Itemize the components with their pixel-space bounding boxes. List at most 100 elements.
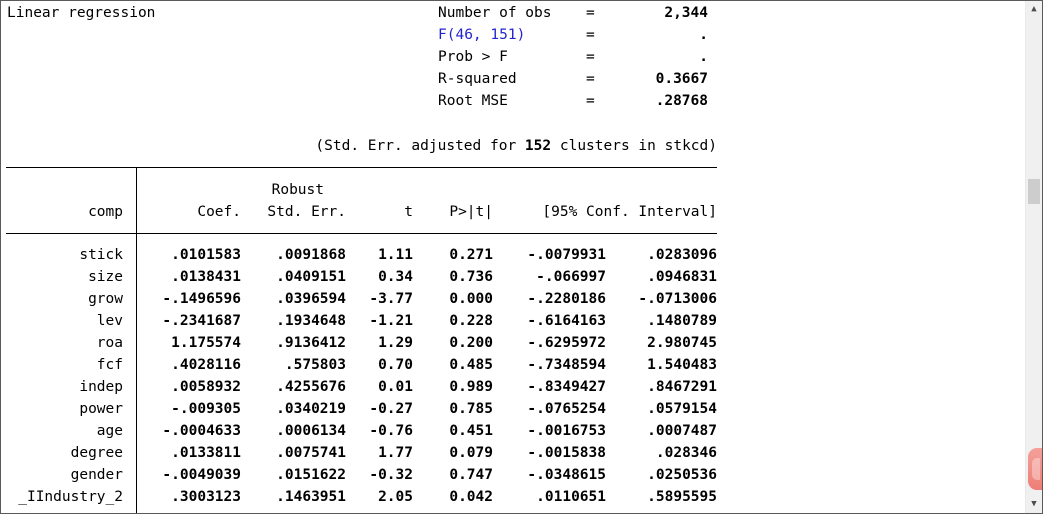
stderr-value: .0091868: [276, 247, 346, 263]
header-row-labels: comp Coef. Std. Err. t P>|t| [95% Conf. Inter…: [6, 201, 717, 223]
stat-line: R-squared = 0.3667: [438, 68, 708, 90]
ci-upper-value: .8467291: [647, 379, 717, 395]
column-gap: [123, 310, 141, 332]
p-value: 0.747: [449, 467, 493, 483]
cluster-note: (Std. Err. adjusted for 152 clusters in …: [6, 135, 717, 157]
command-title: Linear regression: [7, 5, 156, 21]
variable-name: indep: [79, 379, 123, 395]
scroll-down-button[interactable]: ▼: [1026, 496, 1042, 513]
t-value: 0.70: [378, 357, 413, 373]
table-row: indep .0058932 .4255676 0.01 0.989 -.8349427.…: [6, 376, 717, 398]
partial-overlay-button[interactable]: [1028, 448, 1042, 490]
variable-name: power: [79, 401, 123, 417]
header-row-robust: Robust: [6, 179, 717, 201]
stderr-value: .9136412: [276, 335, 346, 351]
vertical-scrollbar[interactable]: ▲ ▼: [1025, 1, 1042, 513]
ci-lower-value: .0110651: [536, 489, 606, 505]
ci-lower-value: -.0015838: [527, 445, 606, 461]
coef-value: -.2341687: [162, 313, 241, 329]
stat-label: Root MSE: [438, 93, 508, 109]
stderr-value: .1934648: [276, 313, 346, 329]
coef-value: .0101583: [171, 247, 241, 263]
stat-label: R-squared: [438, 71, 517, 87]
ci-lower-value: -.0016753: [527, 423, 606, 439]
column-gap: [123, 179, 141, 201]
t-value: -0.32: [369, 467, 413, 483]
p-value: 0.271: [449, 247, 493, 263]
equals-sign: =: [586, 5, 595, 21]
header-stderr: Std. Err.: [267, 204, 346, 220]
scroll-up-button[interactable]: ▲: [1026, 1, 1042, 18]
column-gap: [123, 266, 141, 288]
ci-lower-value: -.7348594: [527, 357, 606, 373]
column-gap: [123, 354, 141, 376]
stat-value: 2,344: [664, 5, 708, 21]
coef-value: -.0049039: [162, 467, 241, 483]
equals-sign: =: [586, 71, 595, 87]
scrollbar-thumb[interactable]: [1028, 179, 1040, 204]
coef-value: .0058932: [171, 379, 241, 395]
scroll-down-icon: ▼: [1031, 499, 1037, 509]
t-value: -1.21: [369, 313, 413, 329]
table-row: stick .0101583 .0091868 1.11 0.271 -.0079931.…: [6, 244, 717, 266]
table-row: degree .0133811 .0075741 1.77 0.079 -.0015838…: [6, 442, 717, 464]
table-row: power -.009305 .0340219 -0.27 0.785 -.0765254…: [6, 398, 717, 420]
column-gap: [123, 420, 141, 442]
ci-lower-value: -.6164163: [527, 313, 606, 329]
ci-lower-value: -.8349427: [527, 379, 606, 395]
column-gap: [123, 244, 141, 266]
variable-name: gender: [70, 467, 123, 483]
variable-name: lev: [96, 313, 123, 329]
p-value: 0.785: [449, 401, 493, 417]
stat-line: Root MSE = .28768: [438, 90, 708, 112]
stderr-value: .0075741: [276, 445, 346, 461]
header-coef: Coef.: [197, 204, 241, 220]
table-body: stick .0101583 .0091868 1.11 0.271 -.0079931.…: [6, 234, 717, 508]
column-gap: [123, 486, 141, 508]
stderr-value: .575803: [284, 357, 346, 373]
t-value: 0.34: [378, 269, 413, 285]
ci-upper-value: .0579154: [647, 401, 717, 417]
variable-name: degree: [70, 445, 123, 461]
stats-block: Number of obs = 2,344 F(46, 151) =. Prob > F =…: [438, 2, 708, 112]
table-row: size .0138431 .0409151 0.34 0.736 -.066997 .09…: [6, 266, 717, 288]
stderr-value: .0151622: [276, 467, 346, 483]
ci-upper-value: .5895595: [647, 489, 717, 505]
variable-name: grow: [88, 291, 123, 307]
ci-lower-value: -.2280186: [527, 291, 606, 307]
stderr-value: .0396594: [276, 291, 346, 307]
variable-name: _IIndustry_2: [18, 489, 123, 505]
stat-value: .: [699, 27, 708, 43]
stat-line: Prob > F =.: [438, 46, 708, 68]
column-gap: [123, 332, 141, 354]
t-value: 1.29: [378, 335, 413, 351]
p-value: 0.000: [449, 291, 493, 307]
stat-line: F(46, 151) =.: [438, 24, 708, 46]
table-vertical-divider: [136, 167, 137, 513]
stat-label: Prob > F: [438, 49, 508, 65]
p-value: 0.228: [449, 313, 493, 329]
coef-value: .4028116: [171, 357, 241, 373]
ci-upper-value: .0250536: [647, 467, 717, 483]
p-value: 0.079: [449, 445, 493, 461]
p-value: 0.736: [449, 269, 493, 285]
ci-upper-value: .0007487: [647, 423, 717, 439]
ci-upper-value: .028346: [655, 445, 717, 461]
partial-overlay-glyph: [1032, 458, 1040, 480]
t-value: 2.05: [378, 489, 413, 505]
column-gap: [123, 442, 141, 464]
table-row: age -.0004633 .0006134 -0.76 0.451 -.0016753.…: [6, 420, 717, 442]
stat-label: Number of obs: [438, 5, 552, 21]
ci-upper-value: .1480789: [647, 313, 717, 329]
f-statistic-link[interactable]: F(46, 151): [438, 27, 526, 43]
scrollbar-track[interactable]: [1026, 18, 1042, 496]
variable-name: age: [96, 423, 123, 439]
ci-upper-value: -.0713006: [638, 291, 717, 307]
column-gap: [123, 464, 141, 486]
p-value: 0.042: [449, 489, 493, 505]
t-value: 0.01: [378, 379, 413, 395]
column-gap: [123, 398, 141, 420]
table-header: Robust comp Coef. Std. Err. t P>|t| [95% Conf…: [6, 168, 717, 234]
header-robust: Robust: [271, 182, 324, 198]
